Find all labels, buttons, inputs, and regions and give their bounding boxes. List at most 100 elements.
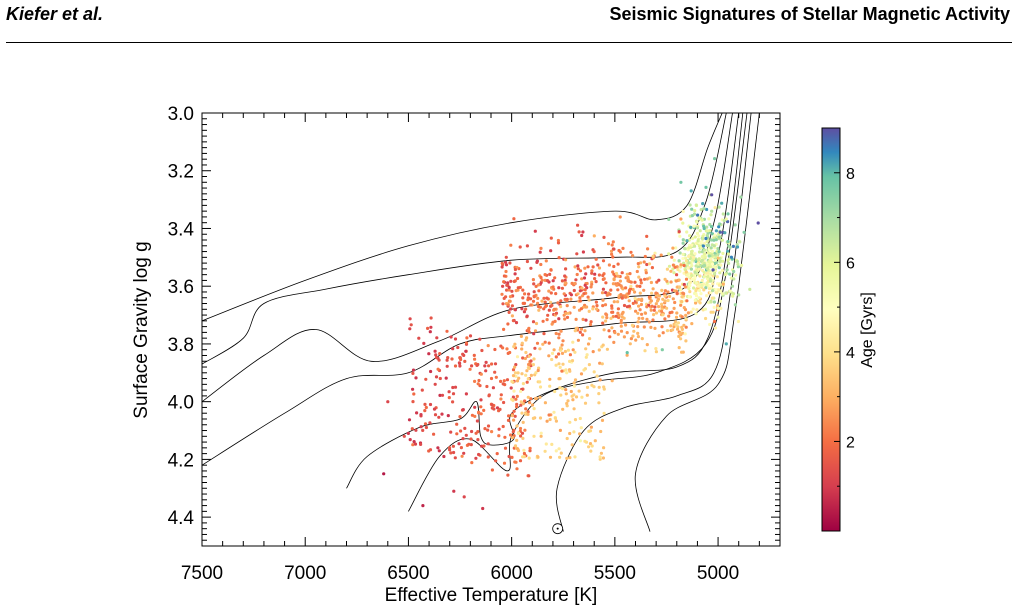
star-point: [717, 266, 721, 270]
star-point: [502, 400, 506, 405]
star-point: [574, 317, 578, 321]
star-point: [685, 230, 689, 234]
star-point: [451, 392, 456, 396]
star-point: [483, 364, 487, 368]
star-point: [636, 325, 640, 329]
star-point: [579, 372, 584, 376]
star-point: [480, 348, 484, 353]
star-point: [703, 248, 707, 252]
star-point: [600, 418, 605, 422]
star-point: [643, 254, 647, 259]
star-point: [591, 307, 595, 311]
star-point: [679, 180, 683, 184]
star-point: [458, 415, 462, 419]
star-point: [660, 288, 664, 292]
star-point: [700, 278, 704, 282]
star-point: [602, 411, 606, 415]
star-point: [729, 255, 734, 259]
star-point: [693, 244, 697, 248]
star-point: [631, 254, 635, 258]
star-point: [424, 405, 428, 410]
star-point: [654, 311, 659, 315]
star-point: [533, 329, 538, 333]
star-point: [552, 348, 556, 352]
star-point: [707, 254, 711, 258]
star-point: [627, 291, 631, 295]
colorbar-tick-label: 8: [846, 166, 855, 183]
star-point: [525, 369, 529, 373]
star-point: [490, 430, 494, 434]
star-point: [487, 364, 491, 368]
star-point: [587, 363, 592, 367]
star-point: [726, 252, 731, 256]
star-point: [617, 313, 621, 318]
star-point: [713, 206, 717, 210]
star-point: [511, 418, 516, 422]
star-point: [610, 252, 614, 256]
star-point: [473, 357, 477, 361]
star-point: [661, 313, 665, 317]
star-point: [617, 296, 621, 300]
star-point: [538, 385, 543, 389]
star-point: [689, 189, 693, 193]
star-point: [475, 419, 479, 423]
star-point: [498, 407, 502, 411]
star-point: [723, 231, 727, 235]
star-point: [669, 269, 673, 273]
star-point: [524, 407, 528, 411]
star-point: [528, 449, 532, 453]
star-point: [637, 275, 641, 279]
star-point: [545, 296, 549, 300]
star-point: [731, 294, 735, 298]
star-point: [506, 303, 510, 307]
x-axis: 7500 7000 6500 6000 5500 5000: [181, 113, 781, 584]
star-point: [445, 364, 449, 368]
star-point: [636, 262, 640, 266]
sun-dot: [556, 527, 559, 530]
star-point: [564, 258, 568, 262]
star-point: [560, 387, 565, 391]
star-point: [612, 264, 616, 269]
star-point: [621, 287, 625, 291]
star-point: [721, 251, 725, 256]
header-rule: [6, 42, 1012, 43]
star-point: [681, 256, 685, 261]
star-point: [606, 242, 611, 246]
star-point: [564, 311, 568, 316]
star-point: [515, 379, 520, 383]
star-point: [680, 315, 684, 319]
star-point: [602, 328, 606, 332]
star-point: [671, 263, 676, 267]
star-point: [557, 362, 561, 366]
star-point: [601, 456, 606, 460]
star-point: [713, 157, 717, 161]
star-point: [651, 318, 655, 322]
star-point: [631, 334, 635, 338]
star-point: [477, 378, 481, 383]
star-point: [612, 340, 616, 344]
star-point: [501, 302, 505, 306]
star-point: [549, 291, 553, 295]
star-point: [663, 294, 667, 298]
star-point: [724, 342, 728, 346]
star-point: [708, 279, 713, 283]
star-point: [539, 275, 543, 280]
star-point: [714, 238, 718, 242]
star-point: [527, 330, 531, 334]
star-point: [706, 267, 710, 271]
star-point: [716, 306, 720, 310]
star-point: [507, 310, 511, 314]
star-point: [504, 260, 508, 264]
star-point: [578, 330, 582, 334]
star-point: [595, 374, 599, 378]
star-point: [495, 452, 499, 456]
star-point: [530, 403, 535, 407]
star-point: [469, 443, 473, 447]
star-point: [690, 274, 694, 278]
star-point: [583, 329, 587, 333]
star-point: [432, 407, 437, 411]
star-point: [512, 389, 516, 393]
star-point: [422, 341, 426, 345]
star-point: [716, 315, 720, 319]
star-point: [539, 262, 543, 267]
